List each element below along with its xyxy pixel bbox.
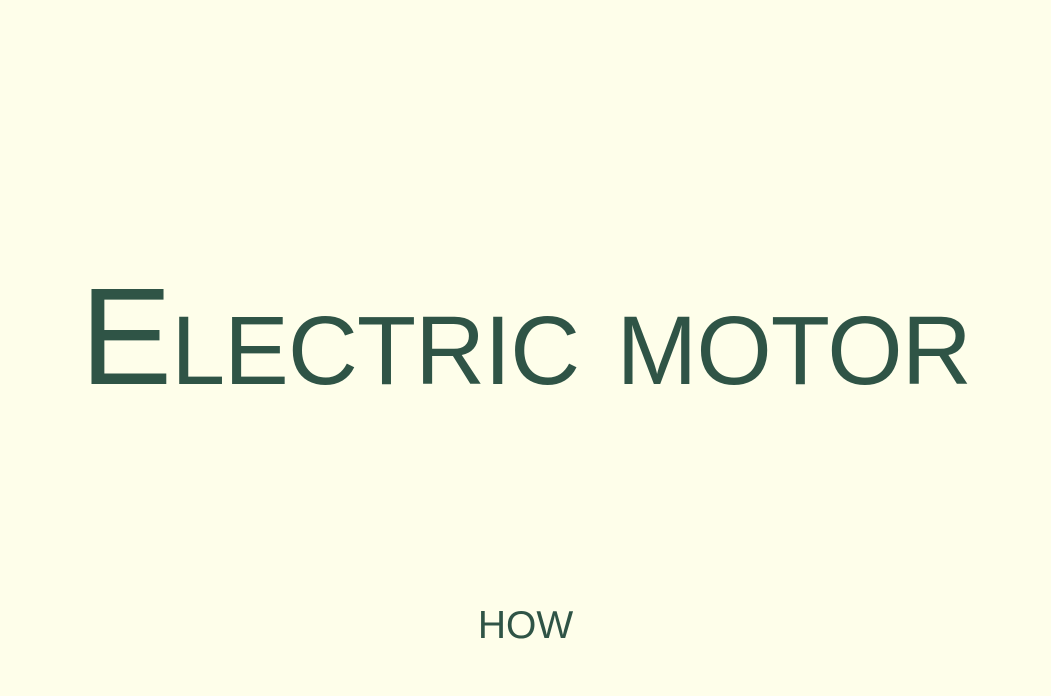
slide-subtitle: HOW — [477, 604, 574, 647]
slide-title: Electric motor — [80, 260, 972, 414]
